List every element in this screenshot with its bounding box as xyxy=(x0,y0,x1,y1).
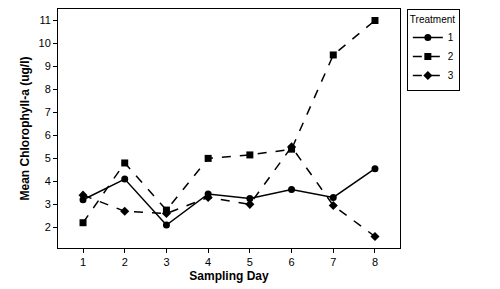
svg-text:11: 11 xyxy=(39,14,50,26)
svg-text:Treatment: Treatment xyxy=(410,14,455,25)
svg-text:6: 6 xyxy=(288,256,294,268)
svg-text:Sampling Day: Sampling Day xyxy=(189,269,269,283)
svg-text:Mean Chlorophyll-a (ug/l): Mean Chlorophyll-a (ug/l) xyxy=(18,56,32,200)
svg-text:5: 5 xyxy=(247,256,253,268)
svg-text:4: 4 xyxy=(205,256,211,268)
svg-text:4: 4 xyxy=(45,175,51,187)
svg-text:7: 7 xyxy=(330,256,336,268)
svg-text:3: 3 xyxy=(163,256,169,268)
svg-text:1: 1 xyxy=(448,32,454,43)
svg-text:6: 6 xyxy=(45,129,51,141)
svg-text:1: 1 xyxy=(80,256,86,268)
svg-text:8: 8 xyxy=(372,256,378,268)
svg-text:10: 10 xyxy=(39,37,51,49)
svg-text:5: 5 xyxy=(45,152,51,164)
svg-text:2: 2 xyxy=(45,221,51,233)
svg-text:3: 3 xyxy=(448,70,454,81)
svg-text:2: 2 xyxy=(122,256,128,268)
svg-text:2: 2 xyxy=(448,51,454,62)
svg-text:9: 9 xyxy=(45,60,51,72)
svg-text:7: 7 xyxy=(45,106,51,118)
svg-text:8: 8 xyxy=(45,83,51,95)
svg-text:3: 3 xyxy=(45,198,51,210)
